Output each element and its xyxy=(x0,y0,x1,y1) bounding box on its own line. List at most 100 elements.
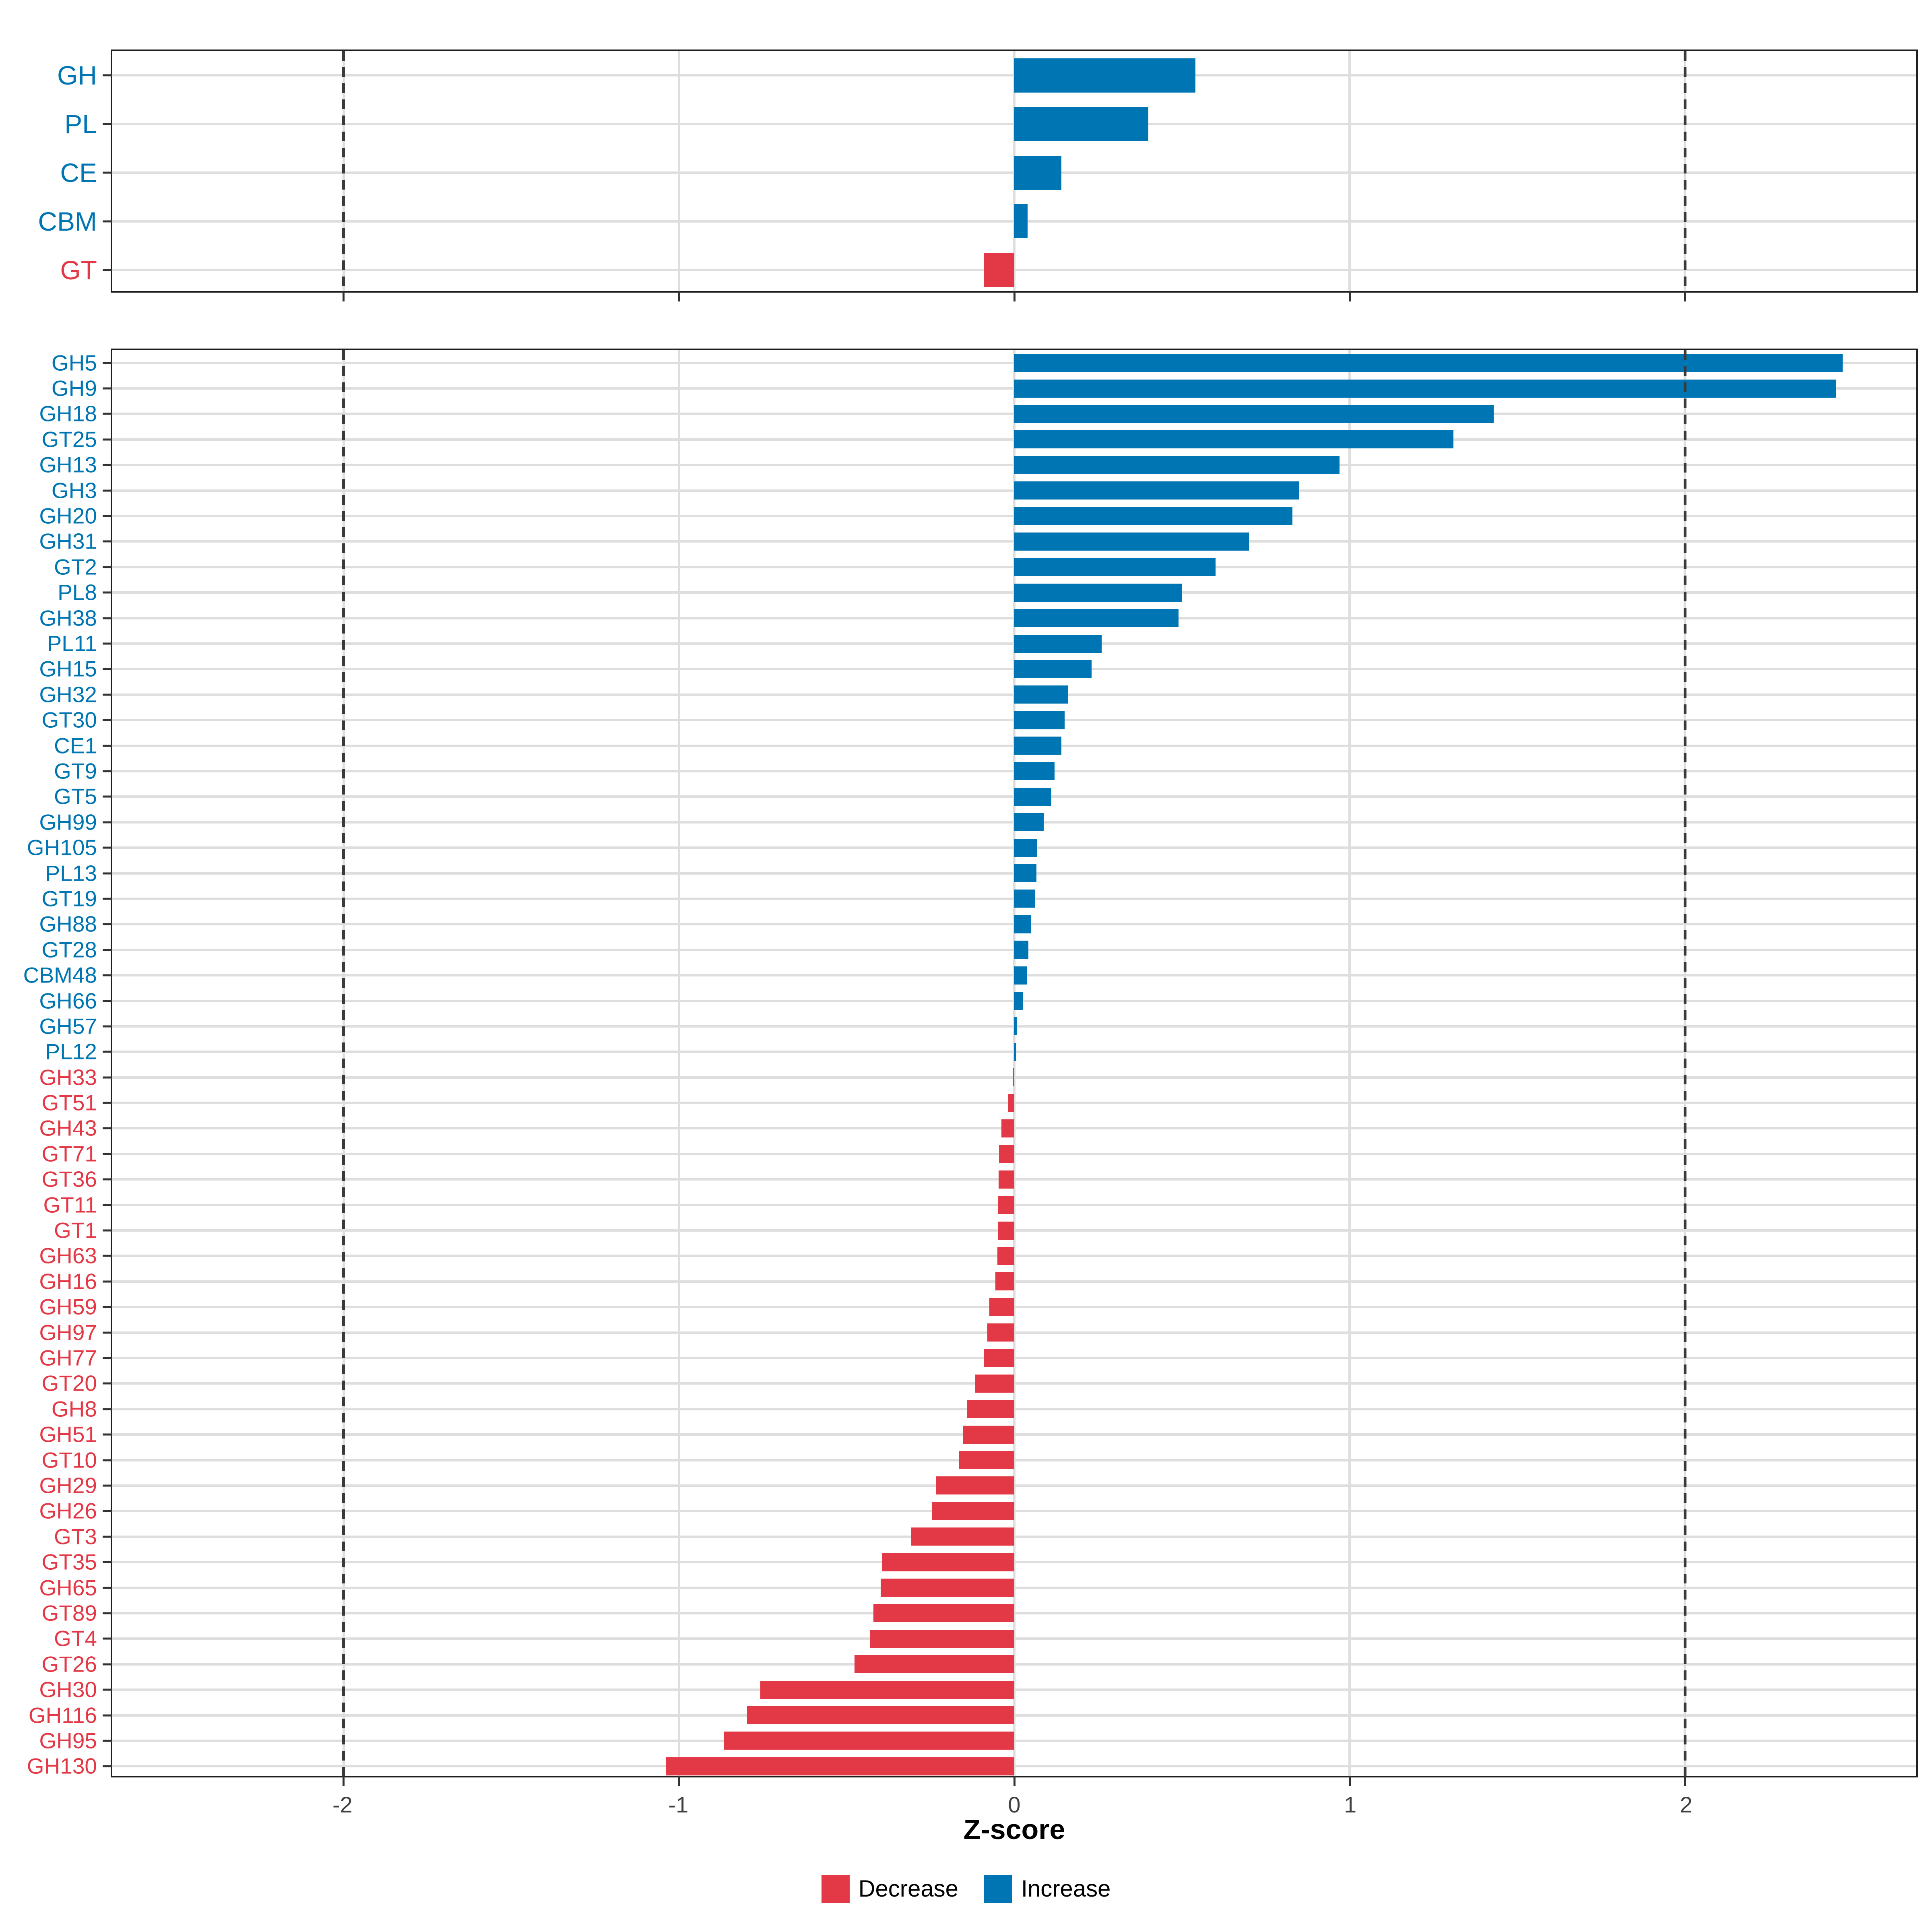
category-label-GT51: GT51 xyxy=(41,1090,97,1115)
bar-GT3 xyxy=(911,1527,1014,1546)
category-label-GH38: GH38 xyxy=(39,605,97,631)
horizontal-gridline xyxy=(112,268,1916,271)
y-axis-tick xyxy=(103,1510,112,1512)
horizontal-gridline xyxy=(112,1714,1916,1717)
y-axis-tick xyxy=(103,694,112,696)
y-axis-tick xyxy=(103,1357,112,1359)
bar-GH99 xyxy=(1014,813,1044,832)
category-label-GH59: GH59 xyxy=(39,1294,97,1319)
category-label-CE1: CE1 xyxy=(54,733,97,758)
horizontal-gridline xyxy=(112,1561,1916,1564)
y-axis-tick xyxy=(103,1102,112,1104)
y-axis-tick xyxy=(103,1306,112,1308)
dashed-reference-line xyxy=(1683,51,1686,291)
y-axis-tick xyxy=(103,1612,112,1614)
bar-GH26 xyxy=(932,1502,1014,1520)
y-axis-tick xyxy=(103,1331,112,1334)
category-label-GH26: GH26 xyxy=(39,1498,97,1523)
bar-GH59 xyxy=(989,1298,1014,1316)
bar-PL12 xyxy=(1014,1042,1016,1061)
bar-GH97 xyxy=(987,1323,1014,1342)
horizontal-gridline xyxy=(112,1535,1916,1538)
bar-GH8 xyxy=(967,1400,1014,1418)
x-axis-title: Z-score xyxy=(963,1814,1065,1845)
category-label-GT20: GT20 xyxy=(41,1371,97,1396)
bar-GT5 xyxy=(1014,787,1051,806)
y-axis-tick xyxy=(103,719,112,721)
y-axis-tick xyxy=(103,1587,112,1589)
bar-GH15 xyxy=(1014,660,1092,678)
y-axis-tick xyxy=(103,1051,112,1053)
category-label-GH29: GH29 xyxy=(39,1473,97,1498)
bar-GH66 xyxy=(1014,992,1023,1010)
category-label-GT11: GT11 xyxy=(43,1192,97,1218)
bar-GT4 xyxy=(869,1629,1014,1648)
dashed-reference-line xyxy=(342,350,345,1776)
y-axis-tick xyxy=(103,413,112,415)
bar-CE1 xyxy=(1014,737,1061,755)
legend-item-increase: Increase xyxy=(984,1875,1110,1903)
horizontal-gridline xyxy=(112,1306,1916,1309)
horizontal-gridline xyxy=(112,1382,1916,1385)
y-axis-tick xyxy=(103,1740,112,1742)
y-axis-tick xyxy=(103,846,112,849)
y-axis-tick xyxy=(103,745,112,747)
x-tick-label: 2 xyxy=(1680,1792,1693,1817)
bar-GT25 xyxy=(1014,430,1454,449)
category-label-GT5: GT5 xyxy=(54,784,97,809)
horizontal-gridline xyxy=(112,1484,1916,1487)
y-axis-tick xyxy=(103,1229,112,1232)
bar-GT2 xyxy=(1014,558,1216,576)
category-label-PL8: PL8 xyxy=(58,580,97,605)
horizontal-gridline xyxy=(112,1229,1916,1232)
category-label-GT30: GT30 xyxy=(41,707,97,733)
category-label-GT9: GT9 xyxy=(54,758,97,784)
bar-GH9 xyxy=(1014,379,1836,398)
category-label-GT71: GT71 xyxy=(41,1141,97,1166)
increase-label: Increase xyxy=(1021,1876,1111,1902)
bar-CBM48 xyxy=(1014,966,1028,985)
category-label-GH15: GH15 xyxy=(39,656,97,681)
category-label-GH65: GH65 xyxy=(39,1575,97,1600)
category-label-CBM48: CBM48 xyxy=(23,962,97,988)
horizontal-gridline xyxy=(112,1102,1916,1104)
horizontal-gridline xyxy=(112,1765,1916,1768)
x-tick-label: -1 xyxy=(668,1792,689,1817)
horizontal-gridline xyxy=(112,1152,1916,1155)
x-axis-tick xyxy=(1013,1776,1016,1786)
category-label-GT36: GT36 xyxy=(41,1166,97,1192)
category-label-GT19: GT19 xyxy=(41,886,97,911)
y-axis-tick xyxy=(103,540,112,543)
y-axis-tick xyxy=(103,362,112,364)
dashed-reference-line xyxy=(342,51,345,291)
y-axis-tick xyxy=(103,515,112,517)
y-axis-tick xyxy=(103,387,112,390)
x-axis-tick xyxy=(678,1776,680,1786)
bar-PL8 xyxy=(1014,583,1182,602)
y-axis-tick xyxy=(103,1459,112,1461)
category-label-PL13: PL13 xyxy=(45,861,97,886)
category-label-GH30: GH30 xyxy=(39,1677,97,1702)
category-label-GH13: GH13 xyxy=(39,452,97,477)
category-label-PL: PL xyxy=(64,109,97,139)
bar-GT36 xyxy=(998,1170,1014,1189)
y-axis-tick xyxy=(103,438,112,441)
horizontal-gridline xyxy=(112,1637,1916,1640)
y-axis-tick xyxy=(103,1255,112,1257)
bar-GT30 xyxy=(1014,711,1065,729)
category-label-GH57: GH57 xyxy=(39,1013,97,1039)
bar-GT35 xyxy=(881,1553,1014,1571)
horizontal-gridline xyxy=(112,1255,1916,1257)
horizontal-gridline xyxy=(112,1510,1916,1513)
horizontal-gridline xyxy=(112,1331,1916,1334)
bar-GH43 xyxy=(1001,1119,1014,1137)
bar-GH xyxy=(1014,58,1195,93)
category-label-GT3: GT3 xyxy=(54,1524,97,1549)
y-axis-tick xyxy=(103,974,112,976)
bar-GT19 xyxy=(1014,890,1036,908)
vertical-gridline xyxy=(1348,350,1351,1776)
y-axis-tick xyxy=(103,1663,112,1666)
y-axis-tick xyxy=(103,1536,112,1538)
y-axis-tick xyxy=(103,821,112,824)
